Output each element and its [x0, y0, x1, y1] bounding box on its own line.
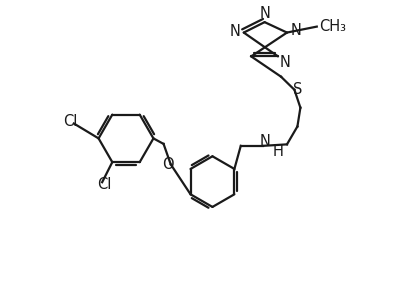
Text: N: N [258, 134, 270, 149]
Text: H: H [272, 144, 283, 159]
Text: Cl: Cl [97, 177, 112, 192]
Text: N: N [229, 24, 240, 39]
Text: CH₃: CH₃ [318, 19, 345, 34]
Text: N: N [279, 55, 290, 70]
Text: N: N [258, 6, 270, 21]
Text: S: S [292, 82, 301, 97]
Text: Cl: Cl [63, 114, 77, 129]
Text: N: N [290, 23, 301, 38]
Text: O: O [162, 157, 173, 172]
